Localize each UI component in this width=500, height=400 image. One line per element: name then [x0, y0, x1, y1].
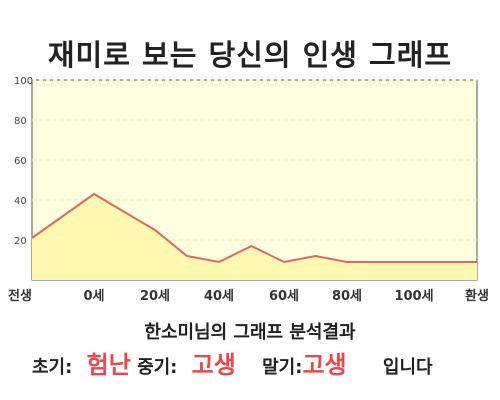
- x-tick-label: 60세: [269, 289, 299, 304]
- y-tick-label: 40: [14, 196, 27, 207]
- analysis-result: 초기: 험난 중기: 고생 말기:고생 입니다: [32, 345, 482, 380]
- x-tick-label: 환생: [465, 288, 489, 304]
- late-value: 고생: [302, 351, 347, 379]
- page-title: 재미로 보는 당신의 인생 그래프: [47, 38, 453, 72]
- result-suffix: 입니다: [382, 357, 433, 378]
- middle-label: 중기:: [137, 357, 178, 378]
- series-area: [32, 194, 477, 280]
- x-tick-label: 40세: [204, 289, 234, 304]
- analysis-summary: 한소미님의 그래프 분석결과: [144, 322, 356, 343]
- x-tick-label: 20세: [140, 289, 170, 304]
- middle-value: 고생: [191, 351, 236, 379]
- y-tick-label: 60: [14, 156, 27, 167]
- x-tick-label: 100세: [394, 289, 433, 304]
- late-label: 말기:: [262, 357, 303, 378]
- early-label: 초기:: [32, 357, 73, 378]
- y-tick-label: 20: [14, 236, 27, 247]
- series-line: [31, 192, 477, 264]
- early-value: 험난: [86, 351, 131, 379]
- x-tick-label: 전생: [8, 288, 32, 304]
- x-axis-ticks: 전생 0세 20세 40세 60세 80세 100세 환생: [8, 288, 489, 304]
- x-tick-label: 80세: [332, 289, 362, 304]
- y-tick-label: 100: [14, 76, 33, 87]
- y-axis-ticks: 20 40 60 80 100: [14, 76, 33, 247]
- x-tick-label: 0세: [83, 289, 104, 304]
- y-tick-label: 80: [14, 116, 27, 127]
